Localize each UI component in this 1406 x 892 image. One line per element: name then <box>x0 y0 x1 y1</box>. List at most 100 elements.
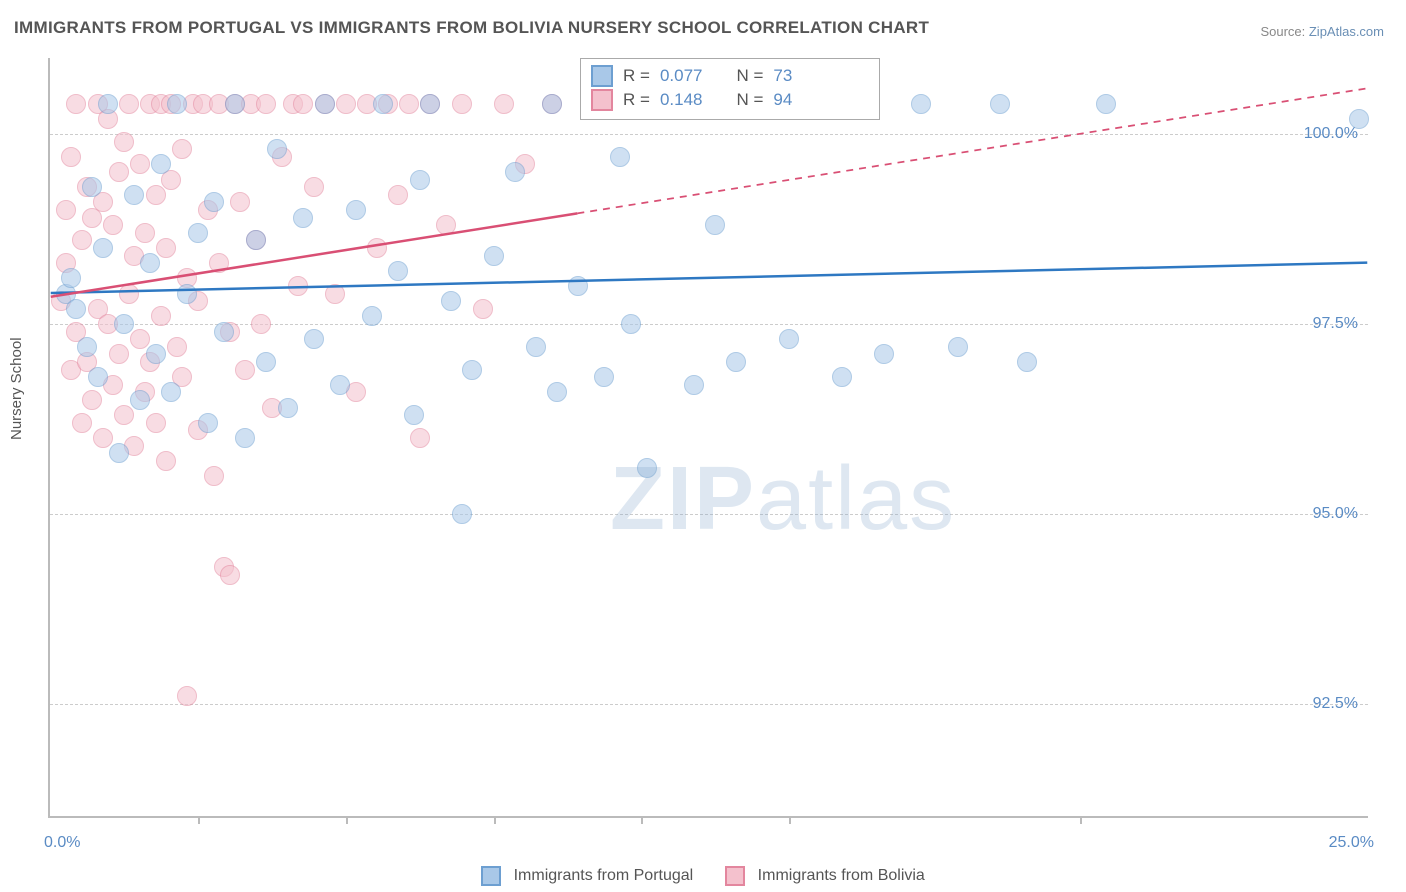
data-point <box>88 367 108 387</box>
n-value: 94 <box>773 90 792 110</box>
data-point <box>82 177 102 197</box>
data-point <box>146 413 166 433</box>
legend-row-portugal: R = 0.077 N = 73 <box>591 65 869 87</box>
data-point <box>526 337 546 357</box>
source-link[interactable]: ZipAtlas.com <box>1309 24 1384 39</box>
data-point <box>109 344 129 364</box>
data-point <box>256 352 276 372</box>
data-point <box>621 314 641 334</box>
correlation-legend-box: R = 0.077 N = 73 R = 0.148 N = 94 <box>580 58 880 120</box>
legend-item-bolivia: Immigrants from Bolivia <box>725 866 925 886</box>
data-point <box>911 94 931 114</box>
data-point <box>594 367 614 387</box>
data-point <box>346 200 366 220</box>
r-value: 0.148 <box>660 90 703 110</box>
data-point <box>130 154 150 174</box>
legend-row-bolivia: R = 0.148 N = 94 <box>591 89 869 111</box>
data-point <box>146 185 166 205</box>
data-point <box>119 94 139 114</box>
series-legend: Immigrants from Portugal Immigrants from… <box>0 866 1406 886</box>
data-point <box>568 276 588 296</box>
data-point <box>1017 352 1037 372</box>
data-point <box>505 162 525 182</box>
data-point <box>156 451 176 471</box>
legend-item-portugal: Immigrants from Portugal <box>481 866 693 886</box>
data-point <box>114 132 134 152</box>
data-point <box>325 284 345 304</box>
data-point <box>225 94 245 114</box>
r-value: 0.077 <box>660 66 703 86</box>
data-point <box>705 215 725 235</box>
data-point <box>304 329 324 349</box>
data-point <box>72 413 92 433</box>
data-point <box>204 466 224 486</box>
x-tick-mark <box>789 816 791 824</box>
data-point <box>235 428 255 448</box>
data-point <box>684 375 704 395</box>
x-tick-mark <box>346 816 348 824</box>
data-point <box>124 185 144 205</box>
data-point <box>452 94 472 114</box>
gridline <box>50 704 1368 705</box>
data-point <box>779 329 799 349</box>
data-point <box>151 154 171 174</box>
data-point <box>362 306 382 326</box>
data-point <box>637 458 657 478</box>
data-point <box>288 276 308 296</box>
data-point <box>220 565 240 585</box>
data-point <box>388 185 408 205</box>
data-point <box>130 390 150 410</box>
data-point <box>156 238 176 258</box>
data-point <box>177 686 197 706</box>
data-point <box>256 94 276 114</box>
chart-title: IMMIGRANTS FROM PORTUGAL VS IMMIGRANTS F… <box>14 18 929 38</box>
data-point <box>93 428 113 448</box>
data-point <box>494 94 514 114</box>
data-point <box>948 337 968 357</box>
y-tick-label: 97.5% <box>1313 315 1358 333</box>
data-point <box>214 322 234 342</box>
y-tick-label: 100.0% <box>1304 125 1358 143</box>
data-point <box>167 94 187 114</box>
data-point <box>66 299 86 319</box>
data-point <box>832 367 852 387</box>
data-point <box>135 223 155 243</box>
data-point <box>119 284 139 304</box>
data-point <box>610 147 630 167</box>
y-axis-label: Nursery School <box>8 337 25 440</box>
data-point <box>373 94 393 114</box>
data-point <box>61 268 81 288</box>
data-point <box>146 344 166 364</box>
legend-swatch-portugal <box>591 65 613 87</box>
data-point <box>484 246 504 266</box>
source-line: Source: ZipAtlas.com <box>1260 24 1384 39</box>
data-point <box>130 329 150 349</box>
x-tick-label: 25.0% <box>1329 834 1374 852</box>
data-point <box>330 375 350 395</box>
data-point <box>172 139 192 159</box>
data-point <box>267 139 287 159</box>
data-point <box>399 94 419 114</box>
data-point <box>304 177 324 197</box>
data-point <box>542 94 562 114</box>
data-point <box>198 413 218 433</box>
data-point <box>1349 109 1369 129</box>
data-point <box>315 94 335 114</box>
n-value: 73 <box>773 66 792 86</box>
data-point <box>109 443 129 463</box>
legend-swatch <box>481 866 501 886</box>
data-point <box>990 94 1010 114</box>
x-tick-mark <box>1080 816 1082 824</box>
data-point <box>404 405 424 425</box>
data-point <box>410 428 430 448</box>
gridline <box>50 514 1368 515</box>
data-point <box>547 382 567 402</box>
data-point <box>177 284 197 304</box>
data-point <box>388 261 408 281</box>
data-point <box>293 208 313 228</box>
data-point <box>140 253 160 273</box>
data-point <box>114 405 134 425</box>
legend-swatch-bolivia <box>591 89 613 111</box>
legend-swatch <box>725 866 745 886</box>
data-point <box>420 94 440 114</box>
